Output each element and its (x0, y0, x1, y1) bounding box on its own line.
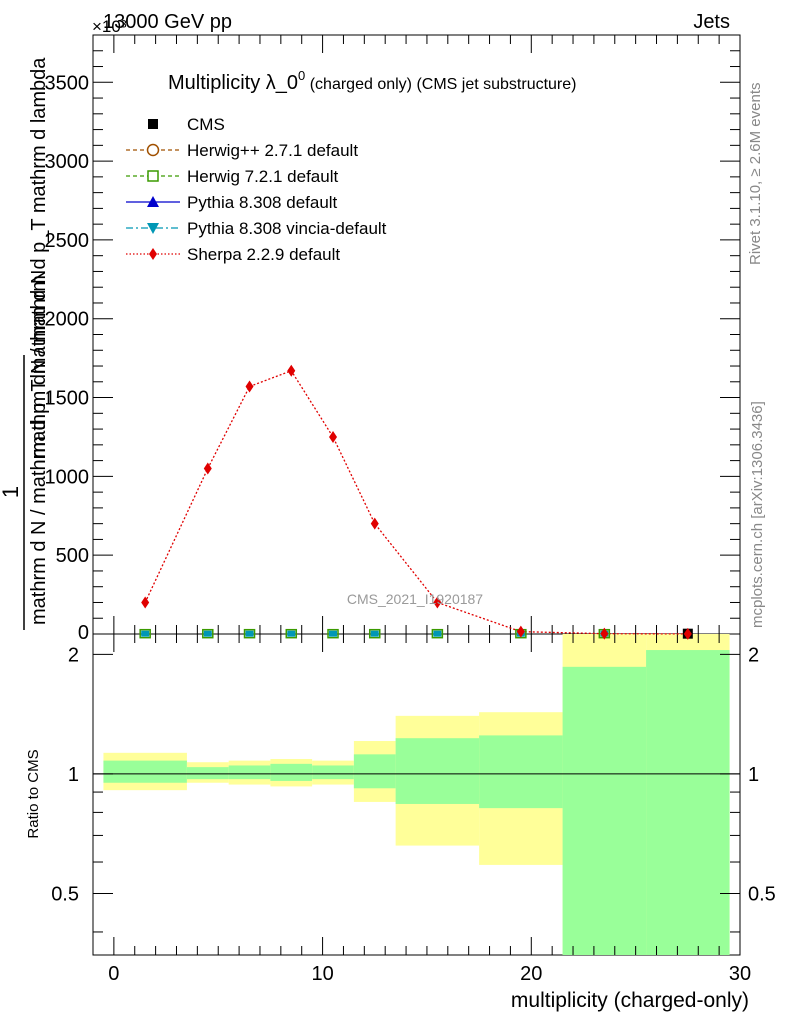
mc-point-herwig7 (202, 628, 214, 639)
y-tick-label: 1000 (45, 466, 90, 488)
ratio-band-green-5 (353, 754, 396, 789)
plot-title-sup: 0 (298, 68, 305, 83)
sherpa-point (600, 627, 609, 640)
plot-title-main: Multiplicity λ_0 (168, 72, 298, 94)
y-tick-label: 1500 (45, 388, 90, 410)
ratio-plot-frame (92, 633, 741, 956)
y-exponent: ×10³ (92, 17, 127, 36)
x-tick-label: 0 (108, 963, 119, 985)
sherpa-point (516, 625, 525, 638)
mc-point-herwig7 (369, 628, 381, 639)
y-label-right-part: mathrm dN / mathrm d p_T mathrm d lambda (28, 57, 50, 459)
mcplots-credit: mcplots.cern.ch [arXiv:1306.3436] (749, 401, 766, 628)
y-tick-label: 2500 (45, 230, 90, 252)
main-axis-ticks: 500 1000 1500 2000 2500 3000 3500 0 (45, 35, 741, 644)
ratio-y-tick-label-right: 0.5 (748, 883, 776, 905)
mc-point-herwig7 (285, 628, 298, 639)
mc-point-herwig7 (243, 628, 256, 639)
sherpa-point (141, 596, 150, 609)
ratio-band-green-3 (270, 763, 313, 781)
ratio-axis-ticks: 0 10 20 30 0.5 0.5 1 1 2 2 (51, 634, 776, 985)
sherpa-point (245, 380, 254, 393)
legend-marker-herwig7 (147, 170, 159, 182)
y-label-numerator: 1 (0, 486, 23, 498)
x-tick-label: 10 (311, 963, 333, 985)
ratio-band-green-9 (646, 650, 730, 955)
ratio-band-green-8 (562, 666, 647, 955)
ratio-band-green-0 (103, 760, 187, 783)
rivet-credit: Rivet 3.1.10, ≥ 2.6M events (747, 83, 764, 266)
legend-marker-cms (148, 119, 158, 129)
y-tick-label: 2000 (45, 309, 90, 331)
ratio-y-tick-label-right: 2 (748, 644, 759, 666)
mc-point-herwig7 (139, 628, 151, 639)
ratio-bands (93, 634, 740, 955)
mc-point-vincia (141, 630, 150, 637)
series-points (139, 364, 693, 640)
ratio-band-green-7 (479, 735, 563, 809)
header-energy: 13000 GeV pp (103, 11, 232, 33)
legend-label-5: Sherpa 2.2.9 default (187, 245, 340, 264)
sherpa-point (370, 517, 379, 530)
ratio-band-green-4 (312, 765, 354, 780)
x-axis-label: multiplicity (charged-only) (511, 989, 749, 1012)
mc-point-vincia (433, 630, 442, 637)
sherpa-point (683, 627, 692, 640)
legend-label-2: Herwig 7.2.1 default (187, 167, 338, 186)
y-tick-label: 3500 (45, 72, 90, 94)
ratio-band-green-6 (395, 738, 480, 804)
x-tick-label: 30 (729, 963, 751, 985)
legend: CMS Herwig++ 2.7.1 default Herwig 7.2.1 de… (126, 115, 387, 264)
plot-title: Multiplicity λ_00 (charged only) (CMS je… (168, 68, 576, 94)
legend-label-3: Pythia 8.308 default (187, 193, 338, 212)
legend-label-0: CMS (187, 115, 225, 134)
ratio-y-tick-label-right: 1 (748, 764, 759, 786)
y-tick-label: 500 (56, 545, 89, 567)
analysis-watermark: CMS_2021_I1920187 (347, 591, 483, 607)
main-y-label: 1 mathrm d N / mathrm d p_T mathrm d N m… (0, 57, 50, 630)
legend-marker-pythia (147, 196, 159, 207)
mc-point-herwig7 (431, 628, 444, 639)
mc-point-herwig7 (327, 628, 339, 639)
y-tick-label-zero: 0 (78, 622, 89, 644)
y-label-denominator: mathrm d N / mathrm d p_T mathrm d N (28, 270, 50, 625)
x-tick-label: 20 (520, 963, 542, 985)
sherpa-line (144, 369, 688, 635)
legend-label-1: Herwig++ 2.7.1 default (187, 141, 358, 160)
ratio-y-tick-label-left: 1 (68, 764, 79, 786)
sherpa-point (203, 462, 212, 475)
legend-marker-herwigpp (146, 143, 160, 157)
mc-point-vincia (203, 630, 212, 637)
mc-point-vincia (287, 630, 296, 637)
ratio-y-tick-label-left: 0.5 (51, 883, 79, 905)
ratio-band-green-2 (228, 765, 271, 780)
legend-marker-vincia (147, 223, 159, 234)
mc-point-vincia (245, 630, 254, 637)
series-lines (144, 369, 688, 635)
ratio-y-label: Ratio to CMS (25, 749, 42, 838)
mc-point-vincia (370, 630, 379, 637)
sherpa-point (329, 430, 338, 443)
mc-point-vincia (329, 630, 338, 637)
ratio-y-tick-label-left: 2 (68, 644, 79, 666)
y-tick-label: 3000 (45, 151, 90, 173)
ratio-band-green-1 (186, 767, 229, 780)
legend-label-4: Pythia 8.308 vincia-default (187, 219, 387, 238)
sherpa-point (433, 596, 442, 609)
legend-marker-sherpa (149, 248, 157, 260)
plot-title-rest: (charged only) (CMS jet substructure) (305, 76, 576, 93)
header-process: Jets (693, 11, 730, 33)
sherpa-point (287, 364, 296, 377)
